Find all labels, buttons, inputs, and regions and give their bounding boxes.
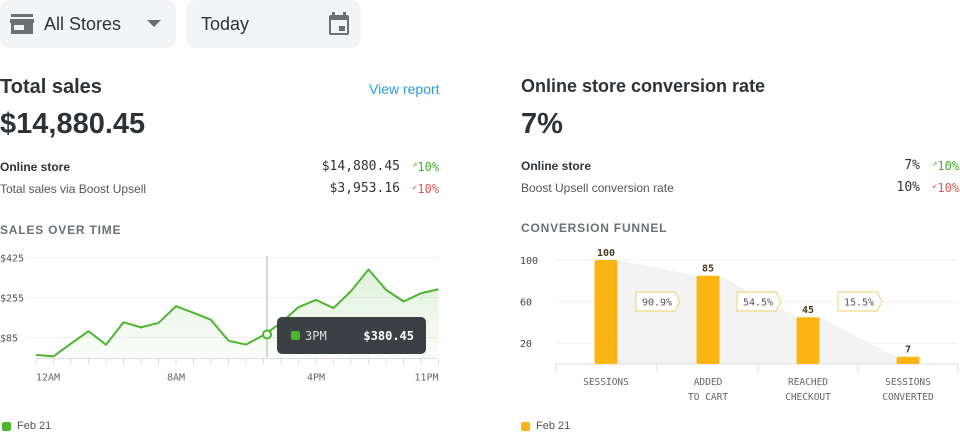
category-label: CHECKOUT [785,392,831,403]
row-label: Total sales via Boost Upsell [0,182,146,196]
legend-swatch [2,422,11,431]
funnel-legend: Feb 21 [521,420,570,432]
y-tick-label: $425 [0,254,24,265]
row-value: 7% [904,158,920,173]
y-tick-label: 60 [520,298,532,309]
hover-point [263,331,271,339]
view-report-link[interactable]: View report [369,81,440,97]
total-sales-title: Total sales [0,76,102,99]
calendar-icon [328,12,350,36]
funnel-dropoff-area [618,260,697,364]
sales-over-time-heading: SALES OVER TIME [0,223,121,237]
conversion-row: Online store 7% ↗10% [521,158,958,173]
conversion-value: 7% [521,108,563,141]
change-up: ↗10% [412,160,438,174]
row-label: Boost Upsell conversion rate [521,181,674,195]
conversion-funnel-heading: CONVERSION FUNNEL [521,221,667,235]
category-label: SESSIONS [885,377,931,388]
y-tick-label: 100 [520,256,538,267]
funnel-bar [797,317,820,364]
sales-legend: Feb 21 [2,420,51,432]
total-sales-value: $14,880.45 [0,108,145,141]
bar-data-label: 7 [905,345,911,356]
funnel-dropoff-area [820,317,897,364]
change-up: ↗10% [932,159,958,173]
bar-data-label: 85 [702,264,714,275]
sales-row: Total sales via Boost Upsell $3,953.16 ↙… [0,181,438,196]
funnel-bar [897,357,920,364]
funnel-bar [697,276,720,364]
tooltip-value: $380.45 [363,329,414,343]
category-label: ADDED [694,377,723,388]
change-down: ↙10% [932,181,958,195]
funnel-dropoff-area [720,276,797,364]
legend-swatch [521,422,530,431]
category-label: REACHED [788,377,828,388]
step-rate-label: 54.5% [743,298,773,309]
caret-down-icon [147,20,161,28]
change-down: ↙10% [412,182,438,196]
conversion-title: Online store conversion rate [521,76,765,97]
date-selector[interactable]: Today [186,0,361,48]
tooltip-label: 3PM [305,329,327,343]
row-label: Online store [521,159,591,173]
sales-row: Online store $14,880.45 ↗10% [0,159,438,174]
x-tick-label: 12AM [36,373,60,384]
y-tick-label: 20 [520,339,532,350]
row-label: Online store [0,160,70,174]
step-rate-label: 15.5% [844,298,874,309]
category-label: CONVERTED [882,392,934,403]
date-selector-label: Today [201,14,249,35]
row-value: $3,953.16 [330,181,400,196]
legend-label: Feb 21 [17,420,51,432]
category-label: SESSIONS [583,377,629,388]
row-value: 10% [897,180,920,195]
row-value: $14,880.45 [322,159,400,174]
store-icon [10,13,34,35]
store-selector[interactable]: All Stores [0,0,176,48]
x-tick-label: 8AM [167,373,185,384]
funnel-bar [595,260,618,364]
y-tick-label: $85 [0,334,18,345]
chart-tooltip: 3PM $380.45 [277,317,426,354]
category-label: TO CART [688,392,728,403]
conversion-row: Boost Upsell conversion rate 10% ↙10% [521,180,958,195]
tooltip-swatch [291,331,300,340]
store-selector-label: All Stores [44,14,121,35]
legend-label: Feb 21 [536,420,570,432]
y-tick-label: $255 [0,294,24,305]
bar-data-label: 100 [597,248,615,259]
x-tick-label: 4PM [307,373,325,384]
x-tick-label: 11PM [414,373,438,384]
bar-data-label: 45 [802,305,814,316]
conversion-funnel-chart: 100 60 20 100 SESSIONS 85 ADDED TO CART 45 REACHE… [510,240,960,410]
step-rate-label: 90.9% [642,298,672,309]
